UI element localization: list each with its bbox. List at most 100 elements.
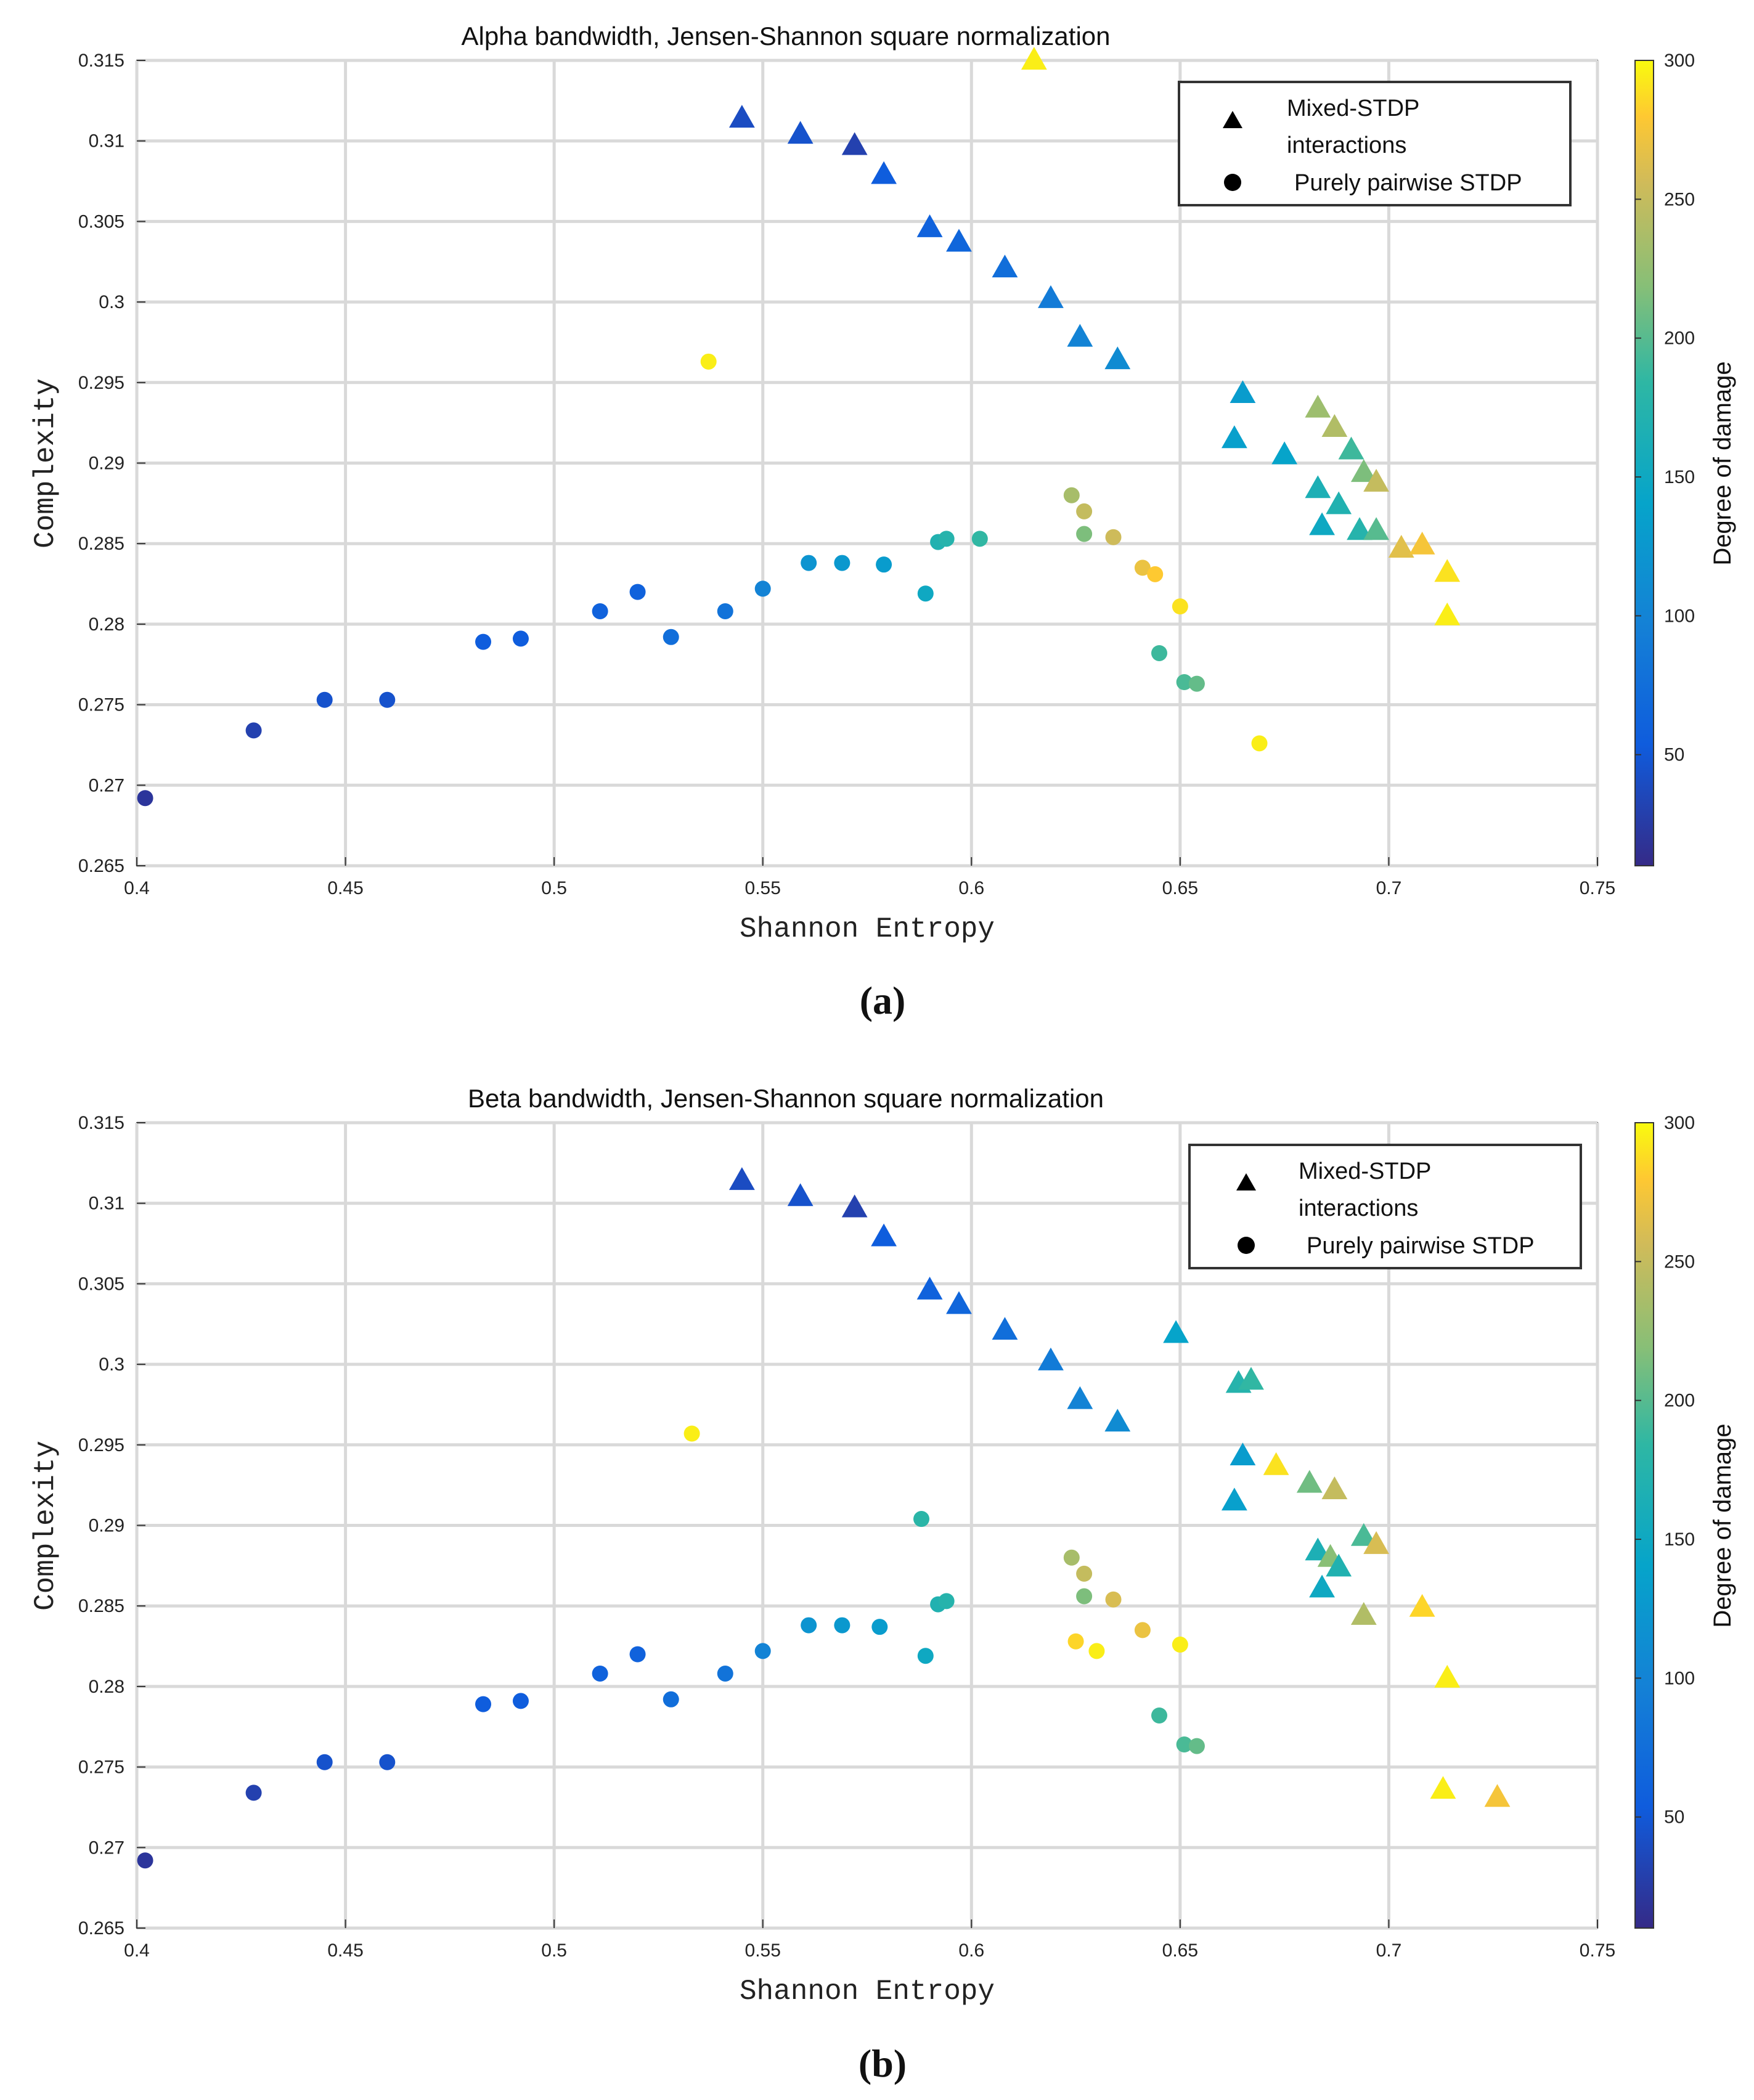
y-tick-label: 0.315 xyxy=(78,1113,124,1133)
pairwise-stdp-point xyxy=(592,1665,608,1682)
pairwise-stdp-point xyxy=(1151,1707,1167,1724)
legend-triangle-icon xyxy=(1236,1173,1256,1190)
mixed-stdp-point xyxy=(1230,1443,1256,1466)
mixed-stdp-point xyxy=(787,1183,814,1207)
pairwise-stdp-point xyxy=(1172,1636,1188,1653)
pairwise-stdp-point xyxy=(1176,674,1193,691)
mixed-stdp-point xyxy=(1263,1452,1289,1475)
x-tick-label: 0.75 xyxy=(1580,878,1615,898)
pairwise-stdp-point xyxy=(475,633,492,650)
x-tick-label: 0.55 xyxy=(745,1940,781,1961)
pairwise-stdp-point xyxy=(700,353,717,370)
mixed-stdp-point xyxy=(1038,285,1064,308)
panel-b-legend: Mixed-STDP interactions Purely pairwise … xyxy=(1188,1144,1582,1269)
mixed-stdp-point xyxy=(1363,1531,1390,1554)
mixed-stdp-point xyxy=(1326,491,1352,515)
pairwise-stdp-point xyxy=(663,1691,679,1707)
pairwise-stdp-point xyxy=(938,531,955,547)
y-tick-label: 0.295 xyxy=(78,1435,124,1455)
panel-b: Beta bandwidth, Jensen-Shannon square no… xyxy=(30,1084,1736,2085)
legend-triangle-label-1: Mixed-STDP xyxy=(1299,1158,1431,1184)
pairwise-stdp-point xyxy=(1188,675,1205,692)
pairwise-stdp-point xyxy=(871,1619,888,1635)
colorbar-tick-label: 300 xyxy=(1664,51,1695,71)
panel-a-title: Alpha bandwidth, Jensen-Shannon square n… xyxy=(461,22,1110,51)
y-tick-label: 0.305 xyxy=(78,1274,124,1294)
y-tick-label: 0.29 xyxy=(89,1516,124,1536)
pairwise-stdp-point xyxy=(938,1593,955,1610)
x-tick-label: 0.65 xyxy=(1162,878,1198,898)
legend-circle-icon xyxy=(1238,1237,1255,1254)
mixed-stdp-point xyxy=(1484,1784,1511,1807)
panel-a-grid xyxy=(135,59,1599,868)
mixed-stdp-point xyxy=(1221,425,1247,449)
mixed-stdp-point xyxy=(1321,413,1348,437)
pairwise-stdp-point xyxy=(512,1693,529,1709)
x-tick-label: 0.7 xyxy=(1376,878,1402,898)
pairwise-stdp-point xyxy=(629,584,646,600)
pairwise-stdp-point xyxy=(245,1785,262,1801)
legend-box xyxy=(1188,1144,1582,1269)
y-tick-label: 0.265 xyxy=(78,856,124,876)
mixed-stdp-point xyxy=(916,1276,943,1300)
pairwise-stdp-point xyxy=(917,585,934,602)
x-tick-label: 0.6 xyxy=(958,878,984,898)
mixed-stdp-point xyxy=(1104,1409,1131,1432)
mixed-stdp-point xyxy=(871,161,897,184)
mixed-stdp-point xyxy=(1038,1347,1064,1370)
y-tick-label: 0.28 xyxy=(89,614,124,635)
pairwise-stdp-point xyxy=(1076,1565,1093,1582)
x-tick-label: 0.4 xyxy=(124,1940,150,1961)
y-tick-label: 0.305 xyxy=(78,211,124,232)
panel-b-xlabel: Shannon Entropy xyxy=(740,1976,995,2008)
pairwise-stdp-point xyxy=(512,630,529,647)
mixed-stdp-point xyxy=(1309,1574,1335,1598)
pairwise-stdp-point xyxy=(913,1511,930,1528)
x-tick-label: 0.5 xyxy=(541,878,567,898)
pairwise-stdp-point xyxy=(1134,560,1151,576)
mixed-stdp-point xyxy=(1067,324,1093,347)
pairwise-stdp-point xyxy=(1251,735,1268,752)
colorbar-tick-label: 250 xyxy=(1664,1251,1695,1272)
y-tick-label: 0.295 xyxy=(78,373,124,393)
pairwise-stdp-point xyxy=(1105,529,1122,545)
panel-a-marks xyxy=(137,47,1461,807)
y-tick-label: 0.27 xyxy=(89,775,124,796)
colorbar xyxy=(1634,60,1654,866)
colorbar-tick-label: 250 xyxy=(1664,189,1695,210)
mixed-stdp-point xyxy=(1321,1476,1348,1499)
mixed-stdp-point xyxy=(946,229,972,252)
colorbar-tick-label: 100 xyxy=(1664,606,1695,626)
panel-b-colorbar: 50 100 150 200 250 300 Degree of damage xyxy=(1634,1113,1736,1929)
pairwise-stdp-point xyxy=(717,603,733,619)
panel-b-title: Beta bandwidth, Jensen-Shannon square no… xyxy=(468,1084,1104,1113)
colorbar xyxy=(1634,1122,1654,1929)
pairwise-stdp-point xyxy=(1134,1622,1151,1638)
y-tick-label: 0.28 xyxy=(89,1677,124,1697)
y-tick-label: 0.3 xyxy=(99,292,124,312)
pairwise-stdp-point xyxy=(475,1696,492,1712)
pairwise-stdp-point xyxy=(971,531,988,547)
colorbar-tick-label: 150 xyxy=(1664,467,1695,487)
pairwise-stdp-point xyxy=(1063,1549,1080,1566)
mixed-stdp-point xyxy=(1271,441,1298,465)
mixed-stdp-point xyxy=(1305,394,1331,418)
legend-triangle-label-1: Mixed-STDP xyxy=(1287,96,1419,121)
y-tick-label: 0.265 xyxy=(78,1918,124,1939)
panel-a-colorbar: 50 100 150 200 250 300 Degree of damage xyxy=(1634,51,1736,866)
mixed-stdp-point xyxy=(1338,436,1364,460)
panel-a-legend: Mixed-STDP interactions Purely pairwise … xyxy=(1178,81,1572,206)
mixed-stdp-point xyxy=(728,1167,755,1190)
colorbar-tick-label: 300 xyxy=(1664,1113,1695,1133)
pairwise-stdp-point xyxy=(834,1617,850,1634)
mixed-stdp-point xyxy=(1309,512,1335,535)
mixed-stdp-point xyxy=(871,1223,897,1247)
pairwise-stdp-point xyxy=(1151,645,1167,661)
pairwise-stdp-point xyxy=(1088,1643,1105,1659)
colorbar-tick-label: 100 xyxy=(1664,1668,1695,1688)
mixed-stdp-point xyxy=(916,214,943,237)
colorbar-label: Degree of damage xyxy=(1709,1423,1736,1627)
panel-a-xlabel: Shannon Entropy xyxy=(740,913,995,945)
legend-box xyxy=(1178,81,1572,206)
